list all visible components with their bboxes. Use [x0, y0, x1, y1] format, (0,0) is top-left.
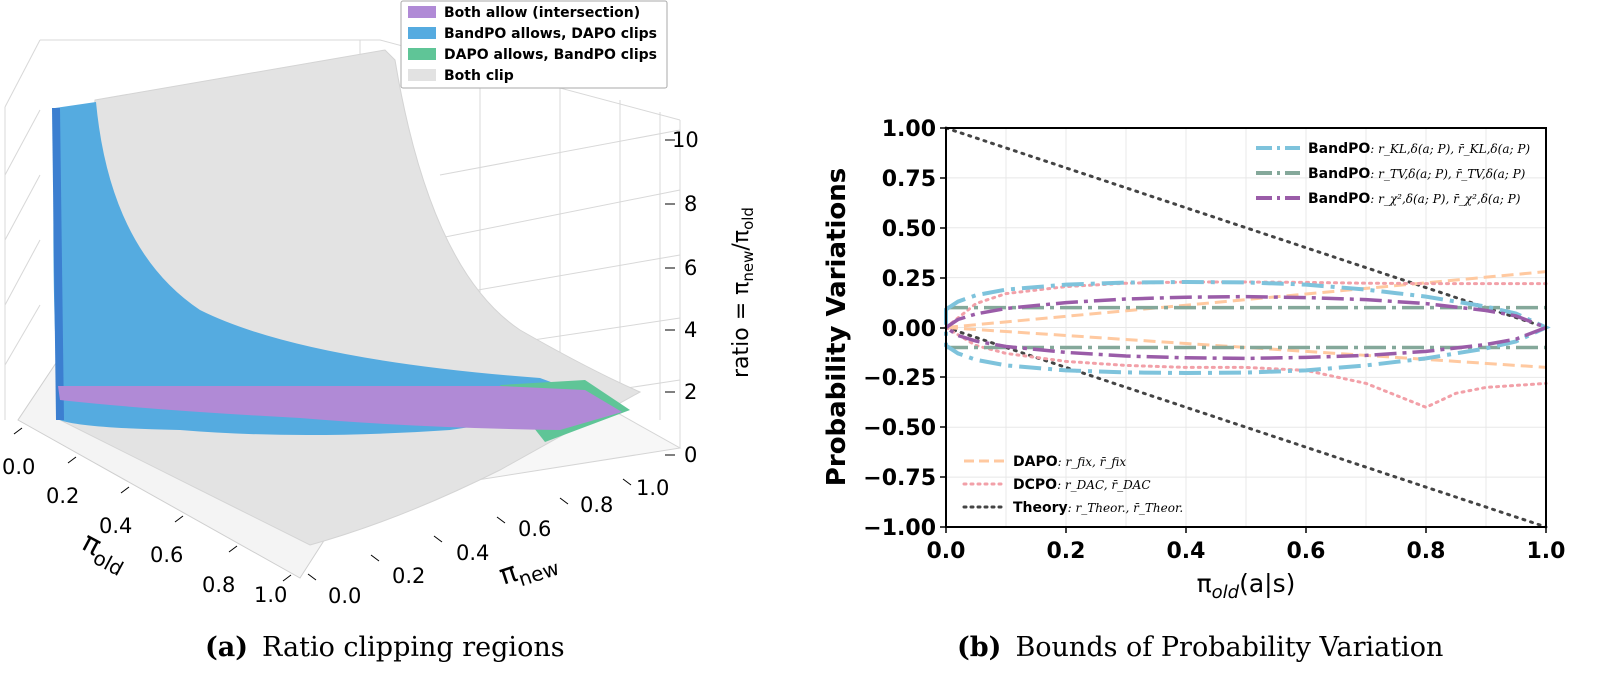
legend-name: BandPO: [1308, 141, 1370, 157]
x-tick-label: 0.8: [1407, 539, 1446, 564]
x-ticks: [945, 527, 1547, 533]
z-tick-label: 4: [684, 318, 697, 342]
z-axis-ticks: [665, 139, 675, 456]
surface-legend: Both allow (intersection) BandPO allows,…: [400, 0, 668, 89]
legend-label: Both allow (intersection): [444, 5, 640, 21]
y-ticks: [940, 127, 946, 528]
z-tick-label: 2: [684, 380, 697, 404]
x-axis-label-right-main: π: [1197, 569, 1212, 598]
y-axis-ticks: [307, 478, 632, 581]
y-tick-label: 0.6: [518, 517, 551, 541]
legend-math: : r_DAC, r̄_DAC: [1057, 478, 1150, 492]
y-tick-label: 0.8: [580, 493, 613, 517]
series-theory-upper: [944, 126, 1548, 329]
legend-swatch-bandpo-allows: [408, 27, 436, 39]
y-tick-label: 0.50: [882, 217, 936, 242]
y-tick-label: 1.00: [882, 117, 936, 142]
x-tick-label: 1.0: [254, 583, 287, 607]
legend-bottom: DAPO: r_fix, r̄_fix DCPO: r_DAC, r̄_DAC …: [962, 454, 1183, 516]
x-tick-label: 0.2: [1047, 539, 1086, 564]
y-tick-label: 0.2: [392, 564, 425, 588]
caption-b-label: (b): [957, 632, 1001, 663]
series-dapo-upper: [945, 270, 1547, 329]
caption-a-text: Ratio clipping regions: [262, 632, 565, 663]
x-tick-label: 0.6: [1287, 539, 1326, 564]
legend-name: BandPO: [1308, 166, 1370, 182]
legend-math: : r_Theor., r̄_Theor.: [1068, 501, 1184, 515]
legend-swatch-both-allow: [408, 6, 436, 18]
legend-box: [400, 0, 668, 89]
legend-label: Both clip: [444, 68, 514, 84]
y-axis-label-right: Probability Variations: [822, 168, 852, 486]
z-axis-label-mid: /π: [729, 230, 754, 251]
y-tick-label: 0.0: [328, 584, 361, 608]
y-axis-label: πnew: [495, 542, 562, 596]
line-chart: 1.00 0.75 0.50 0.25 0.00 −0.25 −0.50 −0.…: [822, 117, 1565, 663]
x-axis-label-right-rest: (a|s): [1239, 569, 1295, 598]
z-tick-label: 6: [684, 256, 697, 280]
y-tick-label: 1.0: [636, 476, 669, 500]
legend-entry: BandPO: r_χ²,δ(a; P), r̄_χ²,δ(a; P): [1308, 191, 1521, 207]
x-tick-label: 0.6: [150, 543, 183, 567]
legend-name: DCPO: [1013, 477, 1057, 493]
series-layer: [942, 126, 1551, 529]
surface-bandpo-edge: [52, 108, 64, 420]
legend-top: BandPO: r_KL,δ(a; P), r̄_KL,δ(a; P) Band…: [1256, 141, 1530, 207]
y-tick-label: 0.4: [456, 541, 489, 565]
legend-entry: Theory: r_Theor., r̄_Theor.: [1013, 500, 1183, 516]
z-tick-label: 10: [672, 128, 699, 152]
caption-b: (b) Bounds of Probability Variation: [957, 632, 1443, 663]
legend-math: : r_χ²,δ(a; P), r̄_χ²,δ(a; P): [1370, 192, 1520, 206]
series-dcpo-upper: [944, 280, 1548, 329]
legend-math: : r_KL,δ(a; P), r̄_KL,δ(a; P): [1370, 142, 1530, 156]
x-tick-label: 0.0: [2, 455, 35, 479]
z-axis-label: ratio = πnew/πold: [729, 207, 757, 378]
z-axis-label-sub-old: old: [739, 207, 757, 230]
caption-a: (a) Ratio clipping regions: [205, 632, 565, 663]
z-tick-label: 8: [684, 192, 697, 216]
legend-name: BandPO: [1308, 191, 1370, 207]
x-tick-label: 0.2: [46, 484, 79, 508]
y-tick-label: −1.00: [863, 516, 936, 541]
x-axis-label-right: πold(a|s): [1197, 569, 1296, 603]
y-tick-label: −0.50: [863, 416, 936, 441]
series-bandpo-chi2: [942, 294, 1551, 361]
x-tick-label: 1.0: [1527, 539, 1566, 564]
x-tick-label: 0.0: [927, 539, 966, 564]
surface-bandpo-allows: [53, 102, 601, 435]
legend-math: : r_TV,δ(a; P), r̄_TV,δ(a; P): [1370, 167, 1525, 181]
legend-math: : r_fix, r̄_fix: [1058, 455, 1127, 469]
z-tick-label: 0: [684, 443, 697, 467]
x-axis-label-right-sub: old: [1212, 582, 1240, 603]
legend-entry: DCPO: r_DAC, r̄_DAC: [1013, 477, 1151, 493]
legend-entry: BandPO: r_KL,δ(a; P), r̄_KL,δ(a; P): [1308, 141, 1530, 157]
caption-b-text: Bounds of Probability Variation: [1015, 632, 1443, 663]
surface-both-allow: [58, 386, 622, 430]
caption-a-label: (a): [205, 632, 248, 663]
x-tick-label: 0.4: [99, 514, 132, 538]
surface-chart: 0 2 4 6 8 10 ratio = πnew/πold 0.0 0.2 0…: [2, 0, 757, 663]
y-axis-label-sub: new: [515, 556, 562, 592]
legend-name: DAPO: [1013, 454, 1058, 470]
legend-label: DAPO allows, BandPO clips: [444, 47, 657, 63]
series-bandpo-kl: [944, 279, 1551, 376]
legend-label: BandPO allows, DAPO clips: [444, 26, 657, 42]
legend-name: Theory: [1013, 500, 1068, 516]
legend-swatch-dapo-allows: [408, 48, 436, 60]
y-tick-label: 0.00: [882, 317, 936, 342]
x-axis-ticks: [13, 427, 292, 582]
z-axis-label-sub-new: new: [739, 251, 757, 282]
y-tick-label: −0.25: [863, 366, 936, 391]
y-tick-label: 0.75: [882, 167, 936, 192]
z-axis-label-main: ratio = π: [729, 282, 754, 378]
x-tick-label: 0.4: [1167, 539, 1206, 564]
y-tick-label: −0.75: [863, 466, 936, 491]
x-tick-label: 0.8: [202, 573, 235, 597]
series-theory-lower: [944, 326, 1548, 529]
y-tick-label: 0.25: [882, 267, 936, 292]
legend-entry: BandPO: r_TV,δ(a; P), r̄_TV,δ(a; P): [1308, 166, 1526, 182]
series-dapo-lower: [945, 326, 1547, 369]
legend-entry: DAPO: r_fix, r̄_fix: [1013, 454, 1126, 470]
legend-swatch-both-clip: [408, 69, 436, 81]
